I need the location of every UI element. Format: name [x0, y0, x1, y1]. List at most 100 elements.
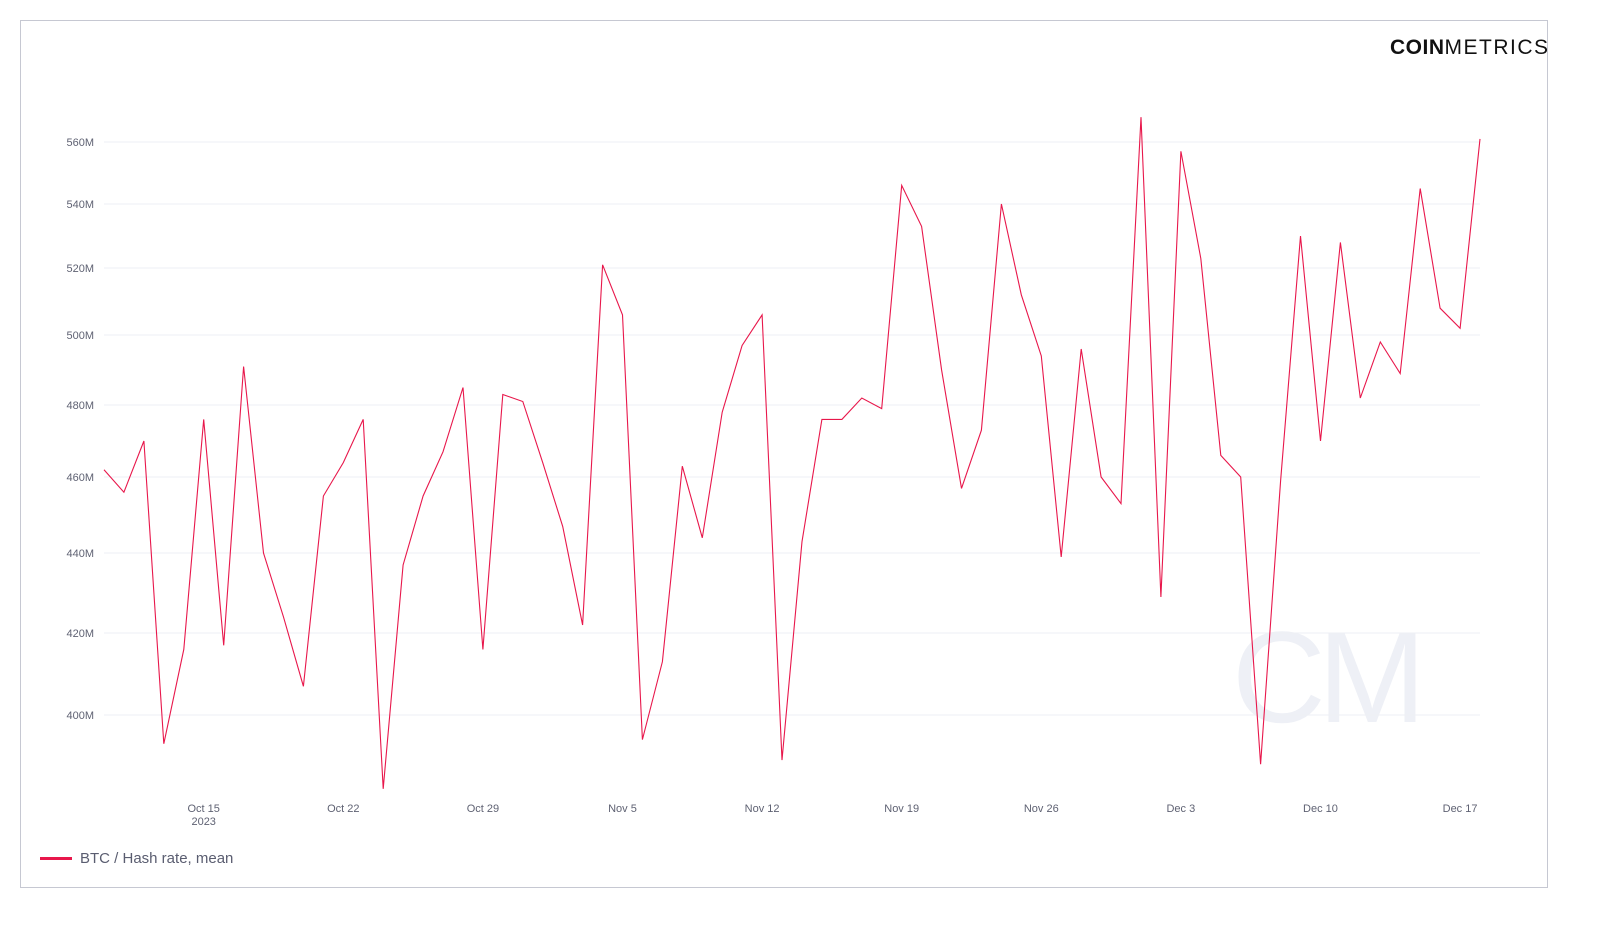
- data-point[interactable]: [281, 614, 287, 620]
- data-point[interactable]: [1397, 371, 1403, 377]
- data-point[interactable]: [859, 395, 865, 401]
- data-point[interactable]: [1058, 554, 1064, 560]
- data-point[interactable]: [998, 201, 1004, 207]
- data-point[interactable]: [1258, 761, 1264, 767]
- data-point[interactable]: [1337, 239, 1343, 245]
- legend[interactable]: BTC / Hash rate, mean: [40, 850, 233, 867]
- data-point[interactable]: [320, 493, 326, 499]
- data-point[interactable]: [1158, 594, 1164, 600]
- data-point[interactable]: [360, 416, 366, 422]
- data-point[interactable]: [939, 367, 945, 373]
- data-point[interactable]: [1038, 353, 1044, 359]
- x-tick-label: Dec 3: [1166, 803, 1195, 815]
- data-point[interactable]: [600, 262, 606, 268]
- data-point[interactable]: [620, 312, 626, 318]
- data-point[interactable]: [540, 460, 546, 466]
- data-point[interactable]: [1357, 395, 1363, 401]
- data-point[interactable]: [261, 550, 267, 556]
- data-point[interactable]: [580, 622, 586, 628]
- data-point[interactable]: [1218, 452, 1224, 458]
- data-point[interactable]: [380, 786, 386, 792]
- data-point[interactable]: [1457, 325, 1463, 331]
- data-point[interactable]: [520, 399, 526, 405]
- x-tick-label: Oct 29: [467, 803, 499, 815]
- x-tick-label: Dec 17: [1443, 803, 1478, 815]
- data-point[interactable]: [659, 659, 665, 665]
- x-tick-label: Nov 12: [745, 803, 780, 815]
- data-point[interactable]: [1098, 474, 1104, 480]
- logo-light-text: METRICS: [1444, 36, 1550, 59]
- y-tick-label: 460M: [66, 472, 94, 484]
- data-point[interactable]: [121, 489, 127, 495]
- data-point[interactable]: [181, 646, 187, 652]
- data-point[interactable]: [899, 182, 905, 188]
- logo-bold-text: COIN: [1390, 36, 1445, 59]
- data-point[interactable]: [340, 460, 346, 466]
- data-point[interactable]: [879, 406, 885, 412]
- data-point[interactable]: [699, 535, 705, 541]
- data-point[interactable]: [639, 737, 645, 743]
- data-point[interactable]: [1018, 292, 1024, 298]
- series-layer: [101, 114, 1483, 792]
- data-point[interactable]: [101, 467, 107, 473]
- data-point[interactable]: [1318, 438, 1324, 444]
- legend-label: BTC / Hash rate, mean: [80, 850, 234, 867]
- data-point[interactable]: [1278, 478, 1284, 484]
- data-point[interactable]: [1078, 346, 1084, 352]
- coinmetrics-logo: COINMETRICS: [1390, 36, 1550, 60]
- data-point[interactable]: [799, 539, 805, 545]
- data-point[interactable]: [1477, 136, 1483, 142]
- data-point[interactable]: [819, 416, 825, 422]
- y-tick-label: 540M: [66, 199, 94, 211]
- x-tick-label: Dec 10: [1303, 803, 1338, 815]
- data-point[interactable]: [1238, 474, 1244, 480]
- y-tick-label: 500M: [66, 330, 94, 342]
- data-point[interactable]: [1437, 305, 1443, 311]
- data-point[interactable]: [1198, 255, 1204, 261]
- data-point[interactable]: [480, 646, 486, 652]
- data-point[interactable]: [221, 642, 227, 648]
- data-point[interactable]: [440, 449, 446, 455]
- y-axis: 400M 420M 440M 460M 480M 500M 520M 540M 560M: [66, 137, 94, 722]
- data-point[interactable]: [300, 683, 306, 689]
- x-tick-label: Oct 15: [188, 803, 220, 815]
- x-tick-label: Nov 5: [608, 803, 637, 815]
- data-point[interactable]: [739, 343, 745, 349]
- watermark-logo: CM: [1232, 604, 1418, 750]
- data-point[interactable]: [839, 416, 845, 422]
- y-tick-label: 480M: [66, 400, 94, 412]
- data-point[interactable]: [1138, 114, 1144, 120]
- data-point[interactable]: [460, 385, 466, 391]
- data-point[interactable]: [779, 757, 785, 763]
- y-tick-label: 520M: [66, 263, 94, 275]
- data-point[interactable]: [500, 392, 506, 398]
- data-point[interactable]: [679, 463, 685, 469]
- data-point[interactable]: [1377, 339, 1383, 345]
- data-point[interactable]: [560, 523, 566, 529]
- data-point[interactable]: [959, 485, 965, 491]
- data-point[interactable]: [201, 416, 207, 422]
- data-point[interactable]: [1178, 148, 1184, 154]
- data-point[interactable]: [400, 562, 406, 568]
- data-point[interactable]: [161, 741, 167, 747]
- data-point[interactable]: [1298, 233, 1304, 239]
- x-tick-label: Oct 22: [327, 803, 359, 815]
- data-point[interactable]: [420, 493, 426, 499]
- x-tick-label: Nov 26: [1024, 803, 1059, 815]
- series-line-hash-rate[interactable]: [103, 117, 1481, 789]
- gridlines: [104, 141, 1480, 716]
- data-point[interactable]: [241, 364, 247, 370]
- y-tick-label: 400M: [66, 710, 94, 722]
- y-tick-label: 420M: [66, 628, 94, 640]
- data-point[interactable]: [919, 223, 925, 229]
- data-point[interactable]: [141, 438, 147, 444]
- data-point[interactable]: [1417, 186, 1423, 192]
- x-tick-sublabel: 2023: [191, 816, 215, 828]
- data-point[interactable]: [1118, 501, 1124, 507]
- legend-swatch: [40, 857, 72, 860]
- data-point[interactable]: [719, 409, 725, 415]
- y-tick-label: 560M: [66, 137, 94, 149]
- data-point[interactable]: [759, 312, 765, 318]
- data-point[interactable]: [978, 427, 984, 433]
